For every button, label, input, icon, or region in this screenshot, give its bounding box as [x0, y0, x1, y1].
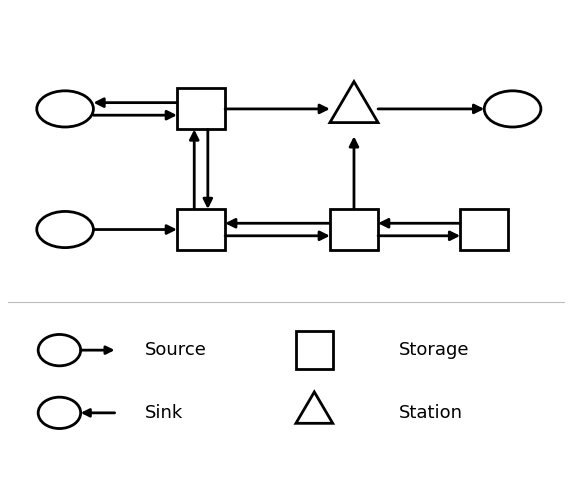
- Text: Station: Station: [399, 404, 463, 422]
- Polygon shape: [330, 81, 378, 122]
- Bar: [330, 209, 378, 250]
- Text: Source: Source: [144, 341, 206, 359]
- Ellipse shape: [37, 91, 93, 127]
- Text: Storage: Storage: [399, 341, 470, 359]
- Bar: [460, 209, 509, 250]
- Ellipse shape: [38, 397, 81, 428]
- Ellipse shape: [484, 91, 541, 127]
- Ellipse shape: [38, 334, 81, 366]
- Text: Sink: Sink: [144, 404, 182, 422]
- Bar: [177, 209, 225, 250]
- Polygon shape: [296, 392, 333, 423]
- Ellipse shape: [37, 211, 93, 247]
- Bar: [177, 88, 225, 129]
- Bar: [296, 331, 333, 369]
